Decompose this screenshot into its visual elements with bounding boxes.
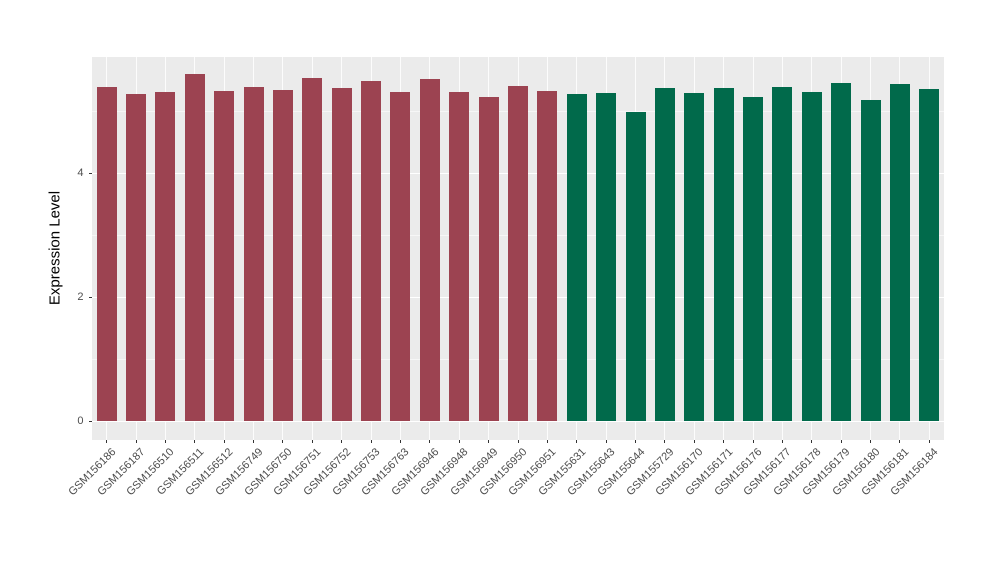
x-tick-mark [282, 440, 284, 443]
x-tick-mark [458, 440, 460, 443]
y-tick-mark [88, 421, 92, 422]
bar-GSM156512 [214, 91, 235, 421]
y-tick-mark [88, 296, 92, 298]
x-tick-mark [341, 440, 343, 443]
x-tick-mark [605, 440, 607, 443]
x-tick-mark [546, 440, 548, 443]
bar-GSM156171 [713, 88, 734, 421]
bar-GSM156949 [478, 96, 499, 421]
bar-GSM156181 [889, 83, 910, 421]
bar-GSM155644 [625, 112, 646, 421]
x-tick-mark [752, 440, 754, 443]
bar-GSM156946 [419, 78, 440, 421]
bar-GSM156950 [508, 86, 528, 421]
bar-GSM156178 [801, 91, 822, 421]
x-tick-mark [870, 440, 872, 443]
bar-GSM156170 [684, 92, 705, 421]
bar-GSM155631 [566, 94, 587, 421]
bar-GSM156187 [126, 93, 147, 421]
x-tick-mark [928, 440, 930, 443]
bar-GSM156751 [302, 77, 323, 421]
y-axis-title: Expression Level [46, 190, 64, 306]
x-tick-mark [664, 440, 666, 443]
bar-GSM156511 [184, 74, 205, 421]
x-tick-mark [576, 440, 578, 443]
bar-GSM156179 [831, 82, 852, 421]
y-tick-label: 4 [77, 166, 84, 179]
x-tick-mark [223, 440, 225, 443]
x-tick-mark [429, 440, 431, 443]
x-tick-mark [194, 440, 196, 443]
bar-GSM155643 [596, 92, 617, 421]
x-tick-mark [635, 440, 637, 443]
bar-GSM156948 [449, 91, 470, 421]
plot-panel [92, 57, 944, 440]
bar-GSM156510 [155, 91, 176, 421]
y-tick-label: 0 [77, 415, 84, 427]
x-tick-mark [253, 440, 255, 443]
bar-GSM156951 [537, 90, 558, 421]
x-tick-mark [106, 440, 108, 443]
bar-GSM155729 [654, 87, 675, 421]
x-tick-mark [370, 440, 372, 443]
x-tick-mark [811, 440, 813, 443]
bar-GSM156763 [390, 91, 411, 421]
x-tick-mark [311, 440, 313, 443]
bar-GSM156180 [860, 99, 881, 421]
x-tick-mark [135, 440, 137, 443]
x-tick-mark [164, 440, 166, 443]
bar-GSM156750 [272, 90, 293, 421]
bar-GSM156753 [361, 81, 382, 421]
bar-GSM156749 [243, 86, 264, 421]
x-tick-mark [488, 440, 490, 443]
bar-GSM156176 [743, 97, 764, 421]
y-tick-label: 2 [77, 290, 84, 303]
x-tick-mark [693, 440, 695, 443]
x-tick-mark [517, 440, 519, 443]
x-tick-mark [399, 440, 401, 443]
bar-GSM156177 [772, 86, 793, 421]
x-tick-mark [840, 440, 842, 443]
y-tick-mark [88, 172, 92, 174]
x-tick-mark [781, 440, 783, 443]
x-tick-mark [723, 440, 725, 443]
bar-GSM156752 [331, 88, 352, 421]
x-tick-mark [899, 440, 901, 443]
bar-GSM156184 [919, 89, 940, 421]
bar-GSM156186 [96, 86, 117, 421]
